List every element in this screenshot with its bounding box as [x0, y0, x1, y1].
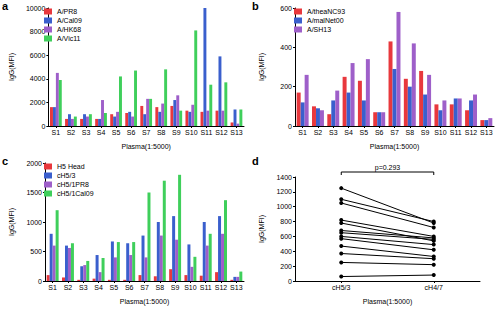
svg-text:S7: S7 [140, 284, 149, 291]
svg-text:A/Cal09: A/Cal09 [57, 17, 82, 24]
svg-text:S11: S11 [450, 129, 462, 136]
svg-text:cH5/3: cH5/3 [57, 172, 75, 179]
svg-text:1000: 1000 [26, 219, 42, 226]
svg-text:p=0.293: p=0.293 [375, 164, 401, 172]
svg-text:A/HK68: A/HK68 [57, 26, 81, 33]
svg-text:S6: S6 [375, 129, 384, 136]
svg-text:S9: S9 [171, 284, 180, 291]
svg-text:0: 0 [288, 123, 292, 130]
svg-text:S8: S8 [157, 129, 166, 136]
svg-text:A/theaNC93: A/theaNC93 [307, 8, 345, 15]
svg-text:400: 400 [280, 248, 292, 255]
svg-text:S3: S3 [329, 129, 338, 136]
svg-text:S3: S3 [79, 284, 88, 291]
svg-text:cH4/7: cH4/7 [425, 284, 443, 291]
svg-text:S4: S4 [94, 284, 103, 291]
svg-text:S9: S9 [421, 129, 430, 136]
svg-text:H5 Head: H5 Head [57, 163, 85, 170]
svg-text:S11: S11 [200, 129, 212, 136]
svg-text:S2: S2 [314, 129, 323, 136]
svg-text:IgG(MFI): IgG(MFI) [8, 208, 16, 236]
svg-text:S8: S8 [156, 284, 165, 291]
svg-text:S1: S1 [298, 129, 307, 136]
svg-text:S12: S12 [215, 284, 228, 291]
svg-text:1000: 1000 [276, 203, 292, 210]
svg-text:S4: S4 [344, 129, 353, 136]
svg-text:S1: S1 [52, 129, 61, 136]
svg-text:S9: S9 [172, 129, 181, 136]
svg-text:S6: S6 [125, 284, 134, 291]
svg-text:S3: S3 [82, 129, 91, 136]
svg-text:400: 400 [280, 44, 292, 51]
svg-text:4000: 4000 [30, 75, 46, 82]
svg-text:S1: S1 [48, 284, 57, 291]
svg-text:600: 600 [280, 233, 292, 240]
svg-text:1200: 1200 [276, 188, 292, 195]
svg-text:IgG(MFI): IgG(MFI) [258, 215, 266, 243]
svg-text:S2: S2 [67, 129, 76, 136]
svg-text:1400: 1400 [276, 174, 292, 181]
svg-text:Plasma(1:5000): Plasma(1:5000) [120, 298, 169, 306]
svg-text:0: 0 [288, 278, 292, 285]
svg-text:6000: 6000 [30, 52, 46, 59]
svg-text:S7: S7 [142, 129, 151, 136]
svg-text:500: 500 [30, 248, 42, 255]
svg-text:S10: S10 [434, 129, 447, 136]
svg-text:A/SH13: A/SH13 [307, 26, 331, 33]
svg-text:cH5/1PR8: cH5/1PR8 [57, 181, 89, 188]
svg-text:8000: 8000 [30, 28, 46, 35]
svg-text:600: 600 [280, 5, 292, 12]
svg-text:d: d [252, 155, 259, 167]
svg-text:b: b [252, 0, 259, 12]
svg-text:S8: S8 [406, 129, 415, 136]
svg-text:S2: S2 [64, 284, 73, 291]
svg-text:A/Vic11: A/Vic11 [57, 35, 81, 42]
svg-text:S10: S10 [184, 284, 197, 291]
svg-text:S10: S10 [185, 129, 198, 136]
svg-text:a: a [2, 0, 9, 12]
svg-text:Plasma(1:5000): Plasma(1:5000) [121, 143, 170, 151]
svg-text:A/PR8: A/PR8 [57, 8, 77, 15]
svg-text:S11: S11 [200, 284, 212, 291]
svg-text:S13: S13 [230, 129, 243, 136]
svg-text:S12: S12 [465, 129, 478, 136]
svg-text:S13: S13 [480, 129, 493, 136]
svg-text:S7: S7 [390, 129, 399, 136]
svg-text:c: c [2, 155, 8, 167]
svg-text:Plasma(1:5000): Plasma(1:5000) [363, 298, 412, 306]
svg-text:2000: 2000 [26, 160, 42, 167]
svg-text:2000: 2000 [30, 99, 46, 106]
svg-text:200: 200 [280, 263, 292, 270]
svg-text:200: 200 [280, 83, 292, 90]
svg-text:S5: S5 [360, 129, 369, 136]
svg-text:S5: S5 [112, 129, 121, 136]
svg-text:S13: S13 [230, 284, 243, 291]
svg-text:10000: 10000 [26, 5, 46, 12]
svg-text:0: 0 [41, 123, 45, 130]
svg-text:cH5/1Cal09: cH5/1Cal09 [57, 190, 94, 197]
svg-text:Plasma(1:5000): Plasma(1:5000) [370, 143, 419, 151]
svg-text:0: 0 [38, 278, 42, 285]
svg-text:800: 800 [280, 218, 292, 225]
svg-text:S5: S5 [110, 284, 119, 291]
svg-text:S6: S6 [127, 129, 136, 136]
svg-text:IgG(MFI): IgG(MFI) [8, 53, 16, 81]
svg-text:IgG(MFI): IgG(MFI) [258, 53, 266, 81]
svg-text:S4: S4 [97, 129, 106, 136]
svg-text:A/malNet00: A/malNet00 [307, 17, 344, 24]
svg-text:S12: S12 [215, 129, 228, 136]
svg-text:cH5/3: cH5/3 [332, 284, 350, 291]
svg-text:1500: 1500 [26, 189, 42, 196]
